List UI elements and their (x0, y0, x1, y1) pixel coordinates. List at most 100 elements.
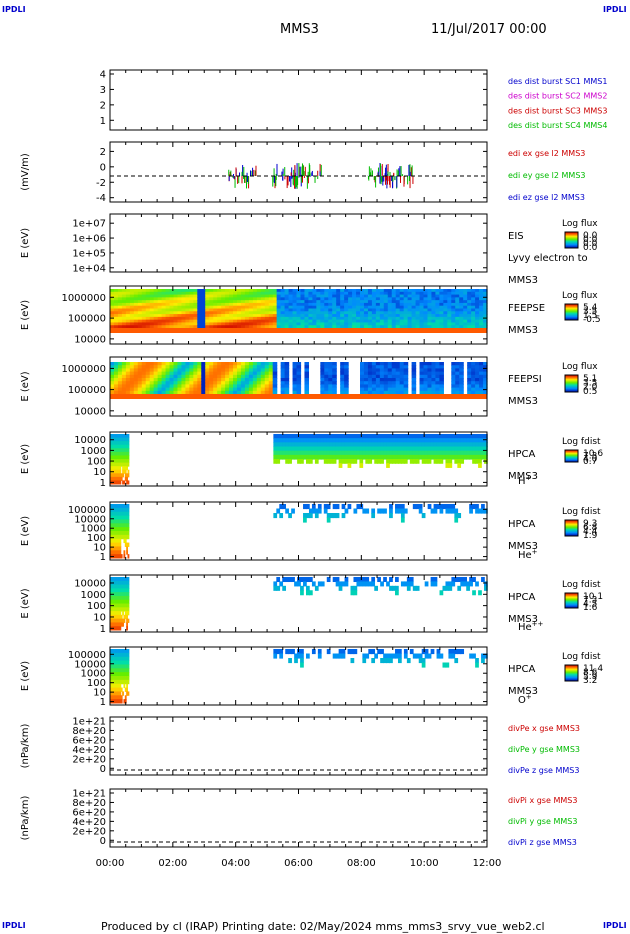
heatmap-cell (442, 434, 447, 439)
heatmap-cell (395, 302, 401, 307)
heatmap-cell (386, 442, 390, 448)
colorbar (564, 303, 579, 321)
heatmap-cell (181, 311, 186, 315)
heatmap-cell (457, 450, 462, 456)
heatmap-cell (407, 302, 413, 307)
heatmap-cell (110, 322, 115, 326)
heatmap-cell (221, 311, 226, 315)
heatmap-cell (193, 325, 198, 329)
heatmap-cell (353, 459, 358, 464)
heatmap-cell (435, 294, 440, 298)
heatmap-cell (347, 450, 352, 456)
heatmap-cell (344, 311, 349, 315)
heatmap-cell (225, 362, 230, 366)
heatmap-cell (114, 695, 116, 700)
heatmap-cell (189, 291, 194, 296)
heatmap-cell (352, 291, 357, 296)
heatmap-cell (460, 442, 465, 448)
heatmap-cell (472, 653, 476, 659)
heatmap-cell (116, 676, 119, 681)
heatmap-cell (165, 371, 171, 376)
heatmap-cell (129, 371, 135, 376)
heatmap-cell (338, 459, 343, 464)
heatmap-cell (367, 311, 373, 315)
heatmap-cell (436, 446, 441, 452)
heatmap-cell (244, 374, 250, 379)
heatmap-cell (213, 368, 218, 373)
heatmap-cell (221, 305, 226, 310)
heatmap-cell (439, 368, 444, 373)
heatmap-cell (463, 446, 468, 452)
heatmap-cell (455, 302, 460, 307)
heatmap-cell (304, 291, 310, 296)
heatmap-cell (119, 466, 122, 471)
heatmap-cell (427, 308, 433, 312)
heatmap-cell (260, 371, 266, 376)
heatmap-cell (300, 459, 304, 464)
heatmap-cell (280, 381, 286, 385)
heatmap-cell (367, 390, 373, 395)
heatmap-cell (157, 365, 163, 369)
heatmap-cell (201, 378, 206, 382)
heatmap-cell (119, 580, 122, 586)
heatmap-cell (213, 362, 218, 366)
instrument-label: FEEPSI (508, 374, 542, 385)
heatmap-cell (353, 450, 358, 456)
heatmap-cell (177, 371, 183, 376)
heatmap-cell (110, 444, 112, 449)
heatmap-cell (111, 455, 114, 460)
heatmap-cell (110, 538, 112, 544)
heatmap-cell (478, 508, 482, 514)
heatmap-cell (296, 308, 302, 312)
heatmap-cell (448, 442, 453, 448)
heatmap-cell (141, 308, 147, 312)
heatmap-cell (407, 294, 413, 298)
heatmap-cell (124, 523, 127, 528)
heatmap-cell (435, 381, 440, 385)
heatmap-cell (340, 387, 345, 392)
heatmap-cell (181, 294, 186, 298)
heatmap-cell (475, 325, 480, 329)
heatmap-cell (332, 374, 337, 379)
heatmap-cell (133, 297, 139, 301)
heatmap-cell (137, 311, 143, 315)
heatmap-cell (363, 390, 369, 395)
heatmap-cell (448, 653, 453, 659)
heatmap-cell (114, 577, 116, 582)
heatmap-cell (415, 294, 421, 298)
heatmap-cell (123, 448, 126, 453)
heatmap-cell (110, 434, 112, 439)
heatmap-cell (165, 390, 171, 395)
datetime-title: 11/Jul/2017 00:00 (431, 22, 547, 37)
heatmap-cell (314, 450, 319, 456)
heatmap-cell (383, 362, 389, 366)
species-label: He+ (518, 548, 538, 561)
heatmap-cell (403, 387, 409, 392)
heatmap-cell (117, 365, 123, 369)
heatmap-cell (153, 371, 159, 376)
heatmap-cell (332, 381, 337, 385)
heatmap-cell (457, 577, 462, 583)
heatmap-cell (340, 384, 345, 389)
heatmap-cell (177, 305, 183, 310)
heatmap-cell (314, 446, 319, 452)
heatmap-cell (114, 504, 116, 509)
heatmap-cell (308, 316, 313, 321)
heatmap-cell (365, 459, 370, 464)
heatmap-cell (110, 511, 112, 517)
heatmap-cell (340, 314, 345, 318)
heatmap-cell (421, 459, 426, 464)
heatmap-cell (285, 442, 289, 448)
heatmap-cell (317, 450, 322, 456)
heatmap-cell (173, 325, 179, 329)
heatmap-cell (189, 368, 194, 373)
heatmap-cell (115, 588, 118, 593)
heatmap-cell (161, 289, 167, 293)
heatmap-cell (294, 454, 298, 460)
heatmap-cell (411, 368, 417, 373)
heatmap-cell (391, 381, 397, 385)
heatmap-cell (391, 297, 397, 301)
heatmap-cell (240, 316, 246, 321)
heatmap-cell (383, 450, 387, 456)
heatmap-cell (124, 434, 127, 439)
